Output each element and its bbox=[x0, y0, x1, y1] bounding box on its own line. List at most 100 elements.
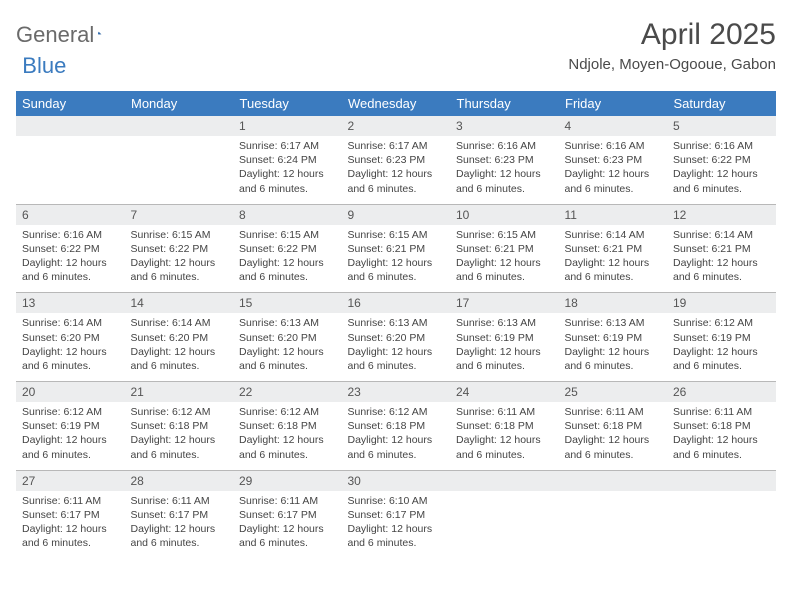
sunset-label: Sunset: bbox=[456, 243, 495, 255]
daylight-label: Daylight: bbox=[456, 257, 500, 269]
day-number-cell: 23 bbox=[342, 382, 451, 403]
sunrise-label: Sunrise: bbox=[673, 406, 714, 418]
sunset-label: Sunset: bbox=[456, 154, 495, 166]
sunset-label: Sunset: bbox=[348, 509, 387, 521]
sunrise-value: 6:14 AM bbox=[714, 229, 753, 241]
day-number-cell: 12 bbox=[667, 204, 776, 225]
sunset-value: 6:23 PM bbox=[603, 154, 642, 166]
day-info-cell: Sunrise: 6:15 AMSunset: 6:21 PMDaylight:… bbox=[342, 225, 451, 293]
day-number-cell: 10 bbox=[450, 204, 559, 225]
sunset-value: 6:20 PM bbox=[278, 332, 317, 344]
sunset-value: 6:17 PM bbox=[278, 509, 317, 521]
sunrise-label: Sunrise: bbox=[348, 140, 389, 152]
sunset-label: Sunset: bbox=[131, 509, 170, 521]
sunset-value: 6:22 PM bbox=[61, 243, 100, 255]
sunset-value: 6:21 PM bbox=[495, 243, 534, 255]
sunrise-value: 6:11 AM bbox=[172, 495, 210, 507]
day-info-cell: Sunrise: 6:11 AMSunset: 6:17 PMDaylight:… bbox=[125, 491, 234, 559]
day-info-row: Sunrise: 6:12 AMSunset: 6:19 PMDaylight:… bbox=[16, 402, 776, 470]
sunset-value: 6:18 PM bbox=[495, 420, 534, 432]
day-info-cell: Sunrise: 6:14 AMSunset: 6:20 PMDaylight:… bbox=[125, 313, 234, 381]
sunset-value: 6:22 PM bbox=[278, 243, 317, 255]
month-title: April 2025 bbox=[568, 18, 776, 52]
sunset-value: 6:24 PM bbox=[278, 154, 317, 166]
day-info-cell: Sunrise: 6:10 AMSunset: 6:17 PMDaylight:… bbox=[342, 491, 451, 559]
sunrise-value: 6:17 AM bbox=[389, 140, 428, 152]
sunset-label: Sunset: bbox=[131, 243, 170, 255]
day-number-cell bbox=[16, 116, 125, 136]
day-number-cell: 20 bbox=[16, 382, 125, 403]
sunrise-value: 6:11 AM bbox=[280, 495, 318, 507]
sunrise-label: Sunrise: bbox=[239, 495, 280, 507]
day-number-cell bbox=[125, 116, 234, 136]
day-info-cell: Sunrise: 6:17 AMSunset: 6:24 PMDaylight:… bbox=[233, 136, 342, 204]
sunrise-value: 6:16 AM bbox=[714, 140, 753, 152]
sunrise-label: Sunrise: bbox=[565, 317, 606, 329]
sunset-value: 6:23 PM bbox=[386, 154, 425, 166]
sunset-label: Sunset: bbox=[673, 243, 712, 255]
day-info-cell: Sunrise: 6:11 AMSunset: 6:18 PMDaylight:… bbox=[450, 402, 559, 470]
sunset-label: Sunset: bbox=[22, 420, 61, 432]
sunset-label: Sunset: bbox=[22, 509, 61, 521]
day-number-cell: 16 bbox=[342, 293, 451, 314]
sunset-value: 6:20 PM bbox=[386, 332, 425, 344]
sunset-label: Sunset: bbox=[673, 332, 712, 344]
sunrise-value: 6:16 AM bbox=[63, 229, 102, 241]
sunset-label: Sunset: bbox=[456, 420, 495, 432]
day-info-row: Sunrise: 6:14 AMSunset: 6:20 PMDaylight:… bbox=[16, 313, 776, 381]
day-number-cell: 22 bbox=[233, 382, 342, 403]
sunrise-label: Sunrise: bbox=[239, 140, 280, 152]
daylight-label: Daylight: bbox=[456, 168, 500, 180]
weekday-header: Monday bbox=[125, 91, 234, 116]
day-info-cell: Sunrise: 6:14 AMSunset: 6:21 PMDaylight:… bbox=[559, 225, 668, 293]
sunset-label: Sunset: bbox=[456, 332, 495, 344]
day-number-cell: 29 bbox=[233, 470, 342, 491]
weekday-header: Thursday bbox=[450, 91, 559, 116]
day-number-row: 27282930 bbox=[16, 470, 776, 491]
sunset-label: Sunset: bbox=[565, 420, 604, 432]
sunrise-label: Sunrise: bbox=[456, 140, 497, 152]
sunset-label: Sunset: bbox=[565, 243, 604, 255]
sunrise-label: Sunrise: bbox=[673, 140, 714, 152]
sunrise-value: 6:15 AM bbox=[389, 229, 428, 241]
daylight-label: Daylight: bbox=[348, 434, 392, 446]
sunset-value: 6:20 PM bbox=[169, 332, 208, 344]
day-info-cell bbox=[667, 491, 776, 559]
sunrise-label: Sunrise: bbox=[239, 406, 280, 418]
sunrise-label: Sunrise: bbox=[348, 317, 389, 329]
sunset-label: Sunset: bbox=[239, 332, 278, 344]
sunset-label: Sunset: bbox=[239, 420, 278, 432]
day-number-cell: 24 bbox=[450, 382, 559, 403]
daylight-label: Daylight: bbox=[456, 434, 500, 446]
day-number-cell: 27 bbox=[16, 470, 125, 491]
day-info-cell: Sunrise: 6:11 AMSunset: 6:17 PMDaylight:… bbox=[233, 491, 342, 559]
sunrise-value: 6:16 AM bbox=[497, 140, 536, 152]
sunrise-value: 6:12 AM bbox=[389, 406, 428, 418]
sunset-label: Sunset: bbox=[673, 420, 712, 432]
sunset-value: 6:17 PM bbox=[386, 509, 425, 521]
sunset-value: 6:21 PM bbox=[386, 243, 425, 255]
day-info-cell: Sunrise: 6:12 AMSunset: 6:19 PMDaylight:… bbox=[16, 402, 125, 470]
daylight-label: Daylight: bbox=[565, 168, 609, 180]
day-info-cell: Sunrise: 6:15 AMSunset: 6:22 PMDaylight:… bbox=[233, 225, 342, 293]
sunrise-value: 6:12 AM bbox=[714, 317, 753, 329]
day-info-cell: Sunrise: 6:15 AMSunset: 6:22 PMDaylight:… bbox=[125, 225, 234, 293]
daylight-label: Daylight: bbox=[348, 523, 392, 535]
sunrise-label: Sunrise: bbox=[131, 317, 172, 329]
weekday-header: Tuesday bbox=[233, 91, 342, 116]
day-info-cell: Sunrise: 6:16 AMSunset: 6:23 PMDaylight:… bbox=[559, 136, 668, 204]
daylight-label: Daylight: bbox=[673, 434, 717, 446]
daylight-label: Daylight: bbox=[565, 434, 609, 446]
logo-triangle-icon bbox=[98, 23, 102, 43]
day-number-cell: 1 bbox=[233, 116, 342, 136]
weekday-header: Wednesday bbox=[342, 91, 451, 116]
day-info-cell: Sunrise: 6:11 AMSunset: 6:18 PMDaylight:… bbox=[667, 402, 776, 470]
day-info-row: Sunrise: 6:17 AM Sunset: 6:24 PM Daylight:… bbox=[16, 136, 776, 204]
sunset-value: 6:18 PM bbox=[712, 420, 751, 432]
sunset-label: Sunset: bbox=[348, 243, 387, 255]
day-info-cell: Sunrise: 6:15 AMSunset: 6:21 PMDaylight:… bbox=[450, 225, 559, 293]
daylight-label: Daylight: bbox=[22, 346, 66, 358]
day-info-cell bbox=[559, 491, 668, 559]
sunrise-value: 6:11 AM bbox=[606, 406, 644, 418]
sunset-label: Sunset: bbox=[131, 332, 170, 344]
